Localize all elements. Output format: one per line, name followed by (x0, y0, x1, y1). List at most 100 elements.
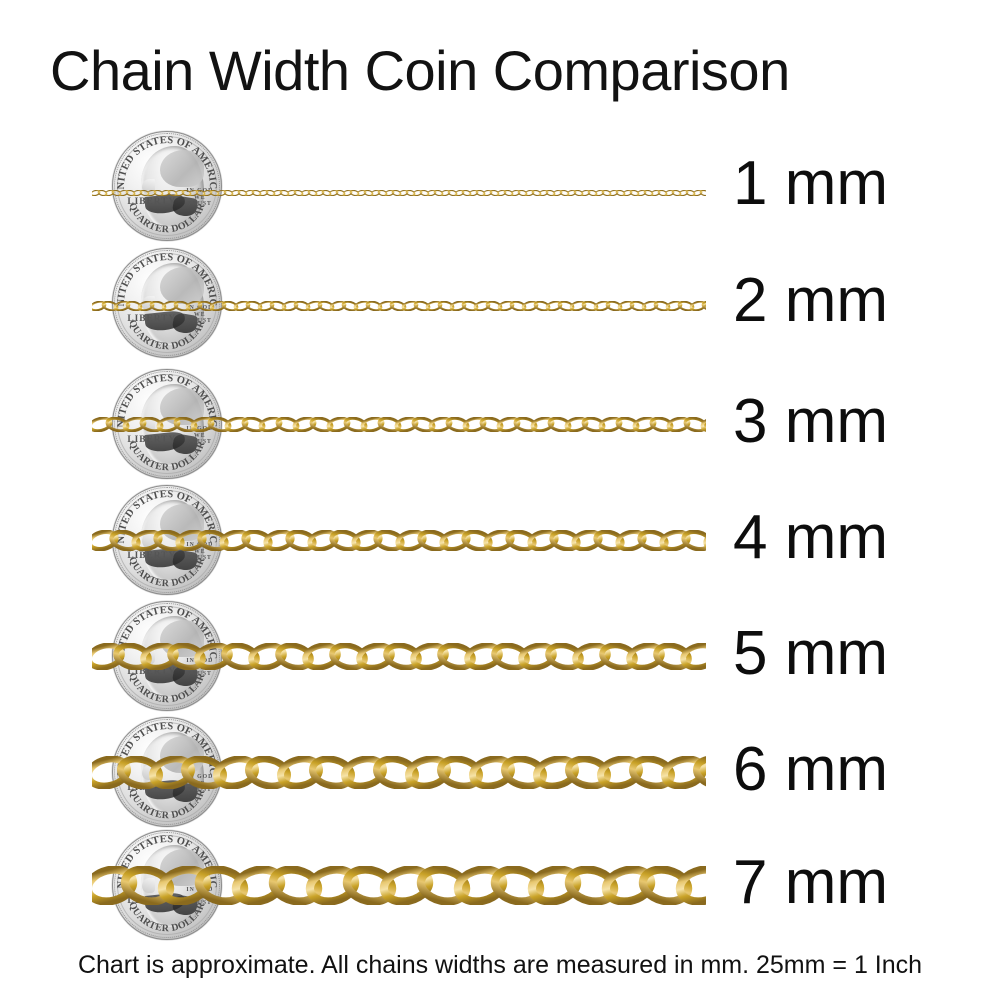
svg-text:QUARTER DOLLAR: QUARTER DOLLAR (126, 787, 208, 821)
chain-strand-7mm (92, 865, 706, 905)
page-title: Chain Width Coin Comparison (50, 39, 790, 102)
chain-width-label-6mm: 6 mm (733, 735, 888, 804)
bust-hair (160, 848, 205, 887)
bust-queue-shadow (171, 665, 199, 688)
coin-inner-rim (117, 722, 217, 822)
bust-profile (141, 649, 155, 664)
bust-hair (160, 503, 205, 542)
coin-rim (114, 371, 220, 477)
svg-text:QUARTER DOLLAR: QUARTER DOLLAR (126, 201, 208, 235)
coin-legend-liberty: LIBERTY (127, 314, 177, 324)
chain-strand-6mm (92, 755, 706, 789)
coin-legends: UNITED STATES OF AMERICA QUARTER DOLLAR (112, 601, 218, 705)
quarter-coin: UNITED STATES OF AMERICA QUARTER DOLLARLI… (112, 830, 222, 940)
chain-links (92, 190, 706, 196)
bust-profile (141, 878, 155, 893)
coin-rim (114, 719, 220, 825)
bust-profile (141, 765, 155, 780)
coin-rim (114, 133, 220, 239)
bust-jaw-shadow (144, 891, 186, 914)
bust-jaw-shadow (144, 309, 186, 332)
coin-legend-motto: IN GOD WE TRUST (186, 305, 214, 324)
chain-links (92, 755, 706, 789)
svg-text:UNITED STATES OF AMERICA: UNITED STATES OF AMERICA (112, 601, 218, 659)
chain-links (92, 301, 706, 311)
coin-inner-rim (117, 606, 217, 706)
footer-note: Chart is approximate. All chains widths … (77, 951, 923, 979)
bust-hair (160, 149, 205, 188)
bust-hair (160, 619, 205, 658)
svg-text:UNITED STATES OF AMERICA: UNITED STATES OF AMERICA (112, 717, 218, 775)
svg-text:UNITED STATES OF AMERICA: UNITED STATES OF AMERICA (112, 485, 218, 543)
bust-hair (160, 266, 205, 305)
bust-queue-shadow (171, 312, 199, 335)
chain-width-label-5mm: 5 mm (733, 619, 888, 688)
coin-legend-motto: IN GOD WE TRUST (186, 887, 214, 906)
quarter-coin: UNITED STATES OF AMERICA QUARTER DOLLARLI… (112, 601, 222, 711)
chain-links (92, 416, 706, 432)
bust-queue-shadow (171, 195, 199, 218)
svg-text:QUARTER DOLLAR: QUARTER DOLLAR (126, 671, 208, 705)
coin-legend-liberty: LIBERTY (127, 896, 177, 906)
coin-legend-motto: IN GOD WE TRUST (186, 774, 214, 793)
coin-legends: UNITED STATES OF AMERICA QUARTER DOLLAR (112, 717, 218, 821)
bust-jaw-shadow (144, 662, 186, 685)
bust-hair (160, 387, 205, 426)
bust-jaw-shadow (144, 778, 186, 801)
svg-text:UNITED STATES OF AMERICA: UNITED STATES OF AMERICA (112, 369, 218, 427)
bust-profile (141, 533, 155, 548)
bust-queue-shadow (171, 781, 199, 804)
coin-legends: UNITED STATES OF AMERICA QUARTER DOLLAR (112, 248, 218, 352)
chain-width-label-2mm: 2 mm (733, 266, 888, 335)
washington-bust (140, 616, 205, 698)
svg-text:UNITED STATES OF AMERICA: UNITED STATES OF AMERICA (112, 830, 218, 888)
coin-legends: UNITED STATES OF AMERICA QUARTER DOLLAR (112, 830, 218, 934)
coin-legend-motto: IN GOD WE TRUST (186, 426, 214, 445)
chain-strand-2mm (92, 298, 706, 311)
washington-bust (140, 732, 205, 814)
svg-text:QUARTER DOLLAR: QUARTER DOLLAR (126, 318, 208, 352)
bust-profile (141, 179, 155, 194)
washington-bust (140, 146, 205, 228)
bust-profile (141, 417, 155, 432)
washington-bust (140, 500, 205, 582)
bust-jaw-shadow (144, 430, 186, 453)
coin-legend-liberty: LIBERTY (127, 197, 177, 207)
coin-rim (114, 250, 220, 356)
chain-width-label-4mm: 4 mm (733, 503, 888, 572)
quarter-coin: UNITED STATES OF AMERICA QUARTER DOLLARLI… (112, 248, 222, 358)
coin-legends: UNITED STATES OF AMERICA QUARTER DOLLAR (112, 131, 218, 235)
chain-strand-1mm (92, 183, 706, 196)
bust-profile (141, 296, 155, 311)
chain-links (92, 865, 706, 905)
svg-text:QUARTER DOLLAR: QUARTER DOLLAR (126, 555, 208, 589)
quarter-coin: UNITED STATES OF AMERICA QUARTER DOLLARLI… (112, 717, 222, 827)
quarter-coin: UNITED STATES OF AMERICA QUARTER DOLLARLI… (112, 485, 222, 595)
coin-rim (114, 487, 220, 593)
coin-legend-liberty: LIBERTY (127, 435, 177, 445)
coin-inner-rim (117, 374, 217, 474)
washington-bust (140, 384, 205, 466)
chain-strand-5mm (92, 642, 706, 670)
svg-text:QUARTER DOLLAR: QUARTER DOLLAR (126, 900, 208, 934)
bust-queue-shadow (171, 549, 199, 572)
bust-hair (160, 735, 205, 774)
quarter-coin: UNITED STATES OF AMERICA QUARTER DOLLARLI… (112, 369, 222, 479)
chain-links (92, 642, 706, 670)
svg-text:UNITED STATES OF AMERICA: UNITED STATES OF AMERICA (112, 248, 218, 306)
coin-legend-motto: IN GOD WE TRUST (186, 658, 214, 677)
bust-queue-shadow (171, 894, 199, 917)
coin-legend-liberty: LIBERTY (127, 551, 177, 561)
coin-legend-motto: IN GOD WE TRUST (186, 542, 214, 561)
washington-bust (140, 263, 205, 345)
bust-jaw-shadow (144, 192, 186, 215)
chain-strand-3mm (92, 416, 706, 432)
